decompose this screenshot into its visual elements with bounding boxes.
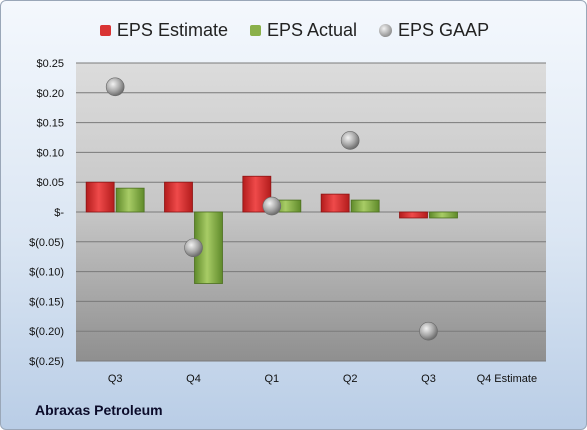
bar-eps-actual [350, 199, 380, 213]
legend-swatch-eps-estimate [99, 24, 111, 36]
gaap-dots [105, 77, 438, 341]
bar-eps-actual [429, 211, 458, 219]
y-tick-label: $0.25 [36, 58, 64, 70]
legend-item-eps-estimate: EPS Estimate [99, 19, 228, 41]
legend-label-eps-estimate: EPS Estimate [116, 19, 228, 40]
legend-swatch-eps-actual [249, 24, 261, 36]
dot-eps-gaap [419, 321, 438, 341]
y-tick-label: $0.15 [36, 118, 64, 130]
legend-item-eps-gaap: EPS GAAP [379, 20, 489, 41]
x-tick-label: Q4 Estimate [477, 373, 538, 385]
legend-item-eps-actual: EPS Actual [249, 19, 358, 41]
company-name: Abraxas Petroleum [35, 402, 163, 418]
y-axis-ticks: $0.25 $0.20 $0.15 $0.10 $0.05 $- $(0.05) $(0.10… [29, 58, 64, 368]
x-axis-ticks: Q3 Q4 Q1 Q2 Q3 Q4 Estimate [108, 373, 537, 385]
bar-eps-estimate [164, 181, 193, 213]
y-tick-label: $0.05 [36, 177, 64, 189]
legend-dot-eps-gaap [379, 23, 393, 37]
x-tick-label: Q4 [186, 373, 201, 385]
bar-eps-estimate [320, 193, 350, 213]
x-tick-label: Q2 [343, 373, 358, 385]
dot-eps-gaap [105, 77, 125, 97]
y-tick-label: $0.20 [36, 88, 64, 100]
y-tick-label: $- [54, 207, 64, 219]
y-tick-label: $(0.05) [29, 237, 64, 249]
legend: EPS Estimate EPS Actual EPS GAAP [1, 16, 586, 44]
y-tick-label: $0.10 [36, 147, 64, 159]
gridlines [76, 62, 546, 362]
x-tick-label: Q3 [421, 373, 436, 385]
bar-eps-estimate [399, 211, 428, 219]
y-tick-label: $(0.20) [29, 326, 64, 338]
dot-eps-gaap [340, 131, 360, 150]
legend-label-eps-actual: EPS Actual [266, 19, 358, 40]
bar-eps-estimate [85, 181, 115, 213]
bars [85, 175, 458, 284]
y-tick-label: $(0.10) [29, 267, 64, 279]
x-tick-label: Q1 [264, 373, 279, 385]
y-tick-label: $(0.15) [29, 296, 64, 308]
legend-label-eps-gaap: EPS GAAP [398, 19, 490, 40]
y-tick-label: $(0.25) [29, 356, 64, 368]
x-tick-label: Q3 [108, 373, 123, 385]
dot-eps-gaap [262, 196, 282, 216]
bar-eps-actual [115, 187, 145, 213]
dot-eps-gaap [184, 238, 203, 258]
